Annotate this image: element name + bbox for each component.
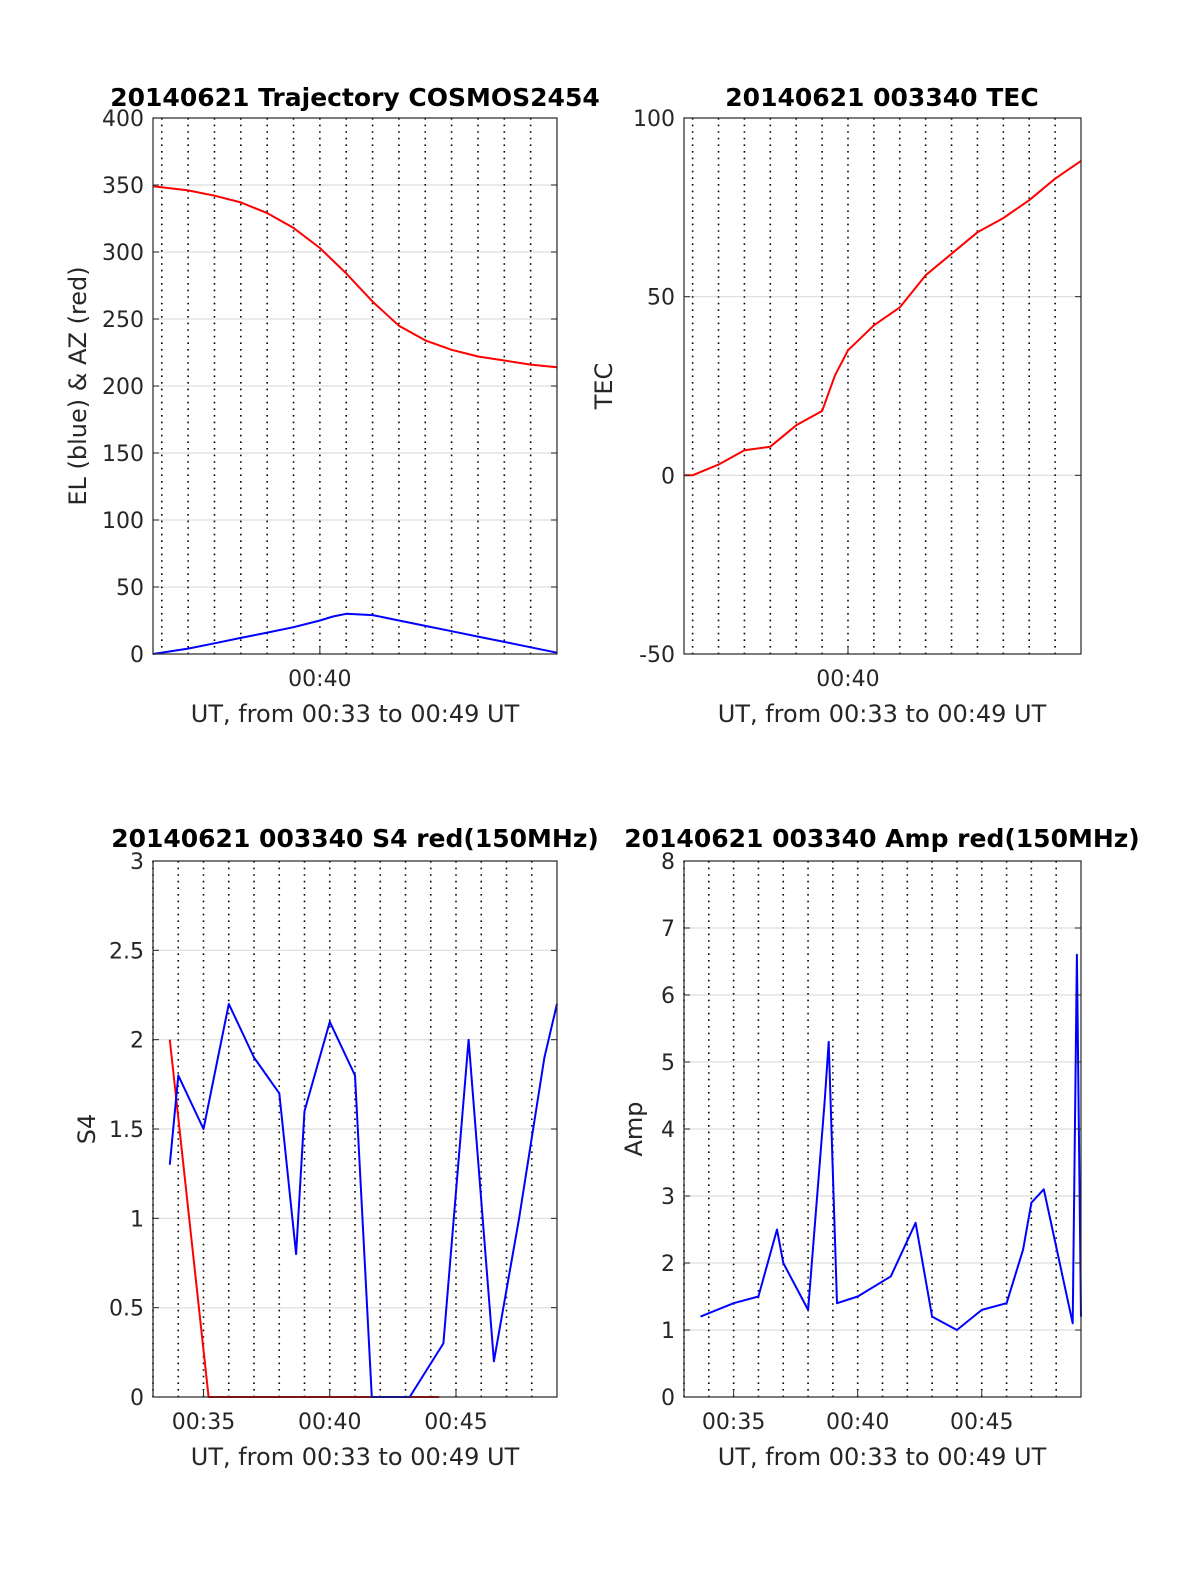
ytick-label: 50 <box>647 286 675 311</box>
ytick-label: 1 <box>661 1319 675 1344</box>
xtick-label: 00:40 <box>826 1410 889 1435</box>
panel-3-series <box>700 953 1082 1331</box>
tec-ylabel: TEC <box>590 363 618 411</box>
ytick-label: 0.5 <box>109 1297 144 1322</box>
ytick-label: 400 <box>102 107 144 132</box>
ytick-label: 200 <box>102 375 144 400</box>
panel-s4: 0 0.5 1 1.5 2 2.5 3 00:35 00:40 00:45 20140621 00… <box>73 824 599 1471</box>
ytick-label: 1.5 <box>109 1118 144 1143</box>
ytick-label: 7 <box>661 917 675 942</box>
ytick-label: 0 <box>661 1386 675 1411</box>
panel-tec: -50 0 50 100 00:40 20140621 003340 TEC UT, f… <box>590 83 1082 728</box>
series-line-0 <box>700 953 1082 1331</box>
ytick-label: 2 <box>130 1029 144 1054</box>
panel-1-axes-box <box>683 117 1082 655</box>
trajectory-title: 20140621 Trajectory COSMOS2454 <box>110 83 600 112</box>
ytick-label: 2.5 <box>109 939 144 964</box>
ytick-label: 6 <box>661 984 675 1009</box>
trajectory-xlabel: UT, from 00:33 to 00:49 UT <box>191 700 520 728</box>
panel-1-grid <box>684 118 1081 654</box>
series-line-1 <box>152 612 558 655</box>
ytick-label: 0 <box>130 643 144 668</box>
xtick-label: 00:35 <box>702 1410 765 1435</box>
series-line-1 <box>168 1002 558 1398</box>
panel-1-series <box>684 160 1082 477</box>
s4-title: 20140621 003340 S4 red(150MHz) <box>111 824 599 853</box>
ytick-label: 5 <box>661 1051 675 1076</box>
panel-3-grid <box>683 861 1081 1397</box>
xtick-label: 00:40 <box>816 667 879 692</box>
ytick-label: 100 <box>102 509 144 534</box>
amp-title: 20140621 003340 Amp red(150MHz) <box>624 824 1140 853</box>
panel-0-series <box>152 185 558 655</box>
ytick-label: 50 <box>116 576 144 601</box>
amp-ylabel: Amp <box>620 1101 648 1156</box>
ytick-label: 100 <box>633 107 675 132</box>
panel-2-ticks: 0 0.5 1 1.5 2 2.5 3 00:35 00:40 00:45 <box>109 850 557 1435</box>
xtick-label: 00:45 <box>424 1410 487 1435</box>
panel-3-ticks: 0 1 2 3 4 5 6 7 8 00:35 00:40 00:45 <box>661 850 1081 1435</box>
panel-0-ticks: 0 50 100 150 200 250 300 350 400 00:40 <box>102 107 557 692</box>
ytick-label: 3 <box>130 850 144 875</box>
ytick-label: 4 <box>661 1118 675 1143</box>
xtick-label: 00:35 <box>172 1410 235 1435</box>
ytick-label: 2 <box>661 1252 675 1277</box>
xtick-label: 00:40 <box>298 1410 361 1435</box>
ytick-label: 150 <box>102 442 144 467</box>
ytick-label: 250 <box>102 308 144 333</box>
ytick-label: 8 <box>661 850 675 875</box>
ytick-label: 0 <box>661 464 675 489</box>
s4-ylabel: S4 <box>73 1114 101 1145</box>
panel-amp: 0 1 2 3 4 5 6 7 8 00:35 00:40 00:45 20140621 003340… <box>620 824 1140 1471</box>
ytick-label: 0 <box>130 1386 144 1411</box>
panel-0-grid <box>153 118 557 654</box>
ytick-label: 300 <box>102 241 144 266</box>
ytick-label: -50 <box>639 643 675 668</box>
s4-xlabel: UT, from 00:33 to 00:49 UT <box>191 1443 520 1471</box>
tec-xlabel: UT, from 00:33 to 00:49 UT <box>718 700 1047 728</box>
panel-trajectory: 0 50 100 150 200 250 300 350 400 00:40 20140621 T… <box>64 83 600 728</box>
tec-title: 20140621 003340 TEC <box>725 83 1038 112</box>
series-line-0 <box>152 185 558 369</box>
ytick-label: 350 <box>102 174 144 199</box>
panel-1-ticks: -50 0 50 100 00:40 <box>633 107 1081 692</box>
xtick-label: 00:45 <box>950 1410 1013 1435</box>
series-line-0 <box>684 160 1082 477</box>
ytick-label: 1 <box>130 1207 144 1232</box>
amp-xlabel: UT, from 00:33 to 00:49 UT <box>718 1443 1047 1471</box>
ytick-label: 3 <box>661 1185 675 1210</box>
xtick-label: 00:40 <box>288 667 351 692</box>
trajectory-ylabel: EL (blue) & AZ (red) <box>64 266 92 505</box>
